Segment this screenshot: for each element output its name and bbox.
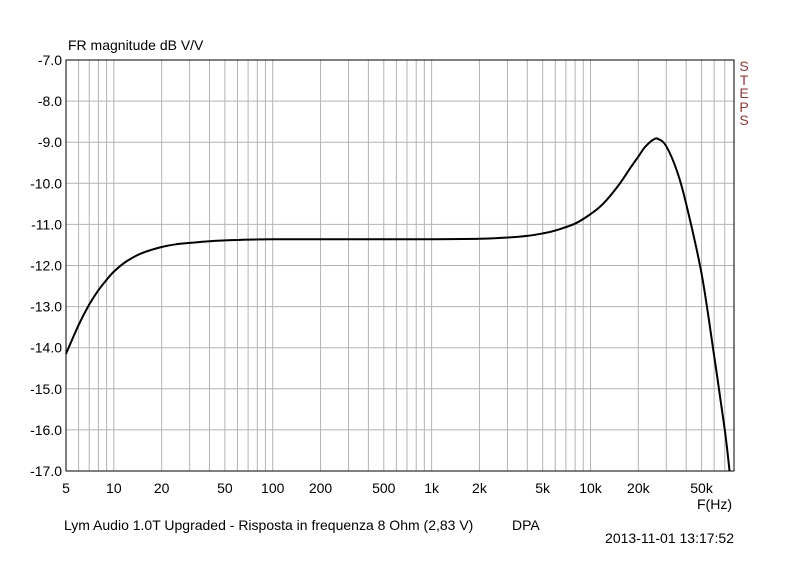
chart-caption: Lym Audio 1.0T Upgraded - Risposta in fr…	[64, 517, 474, 533]
x-tick-label: 50k	[690, 480, 714, 496]
x-tick-label: 1k	[424, 480, 440, 496]
x-tick-label: 10	[106, 480, 122, 496]
series-group	[65, 137, 731, 472]
x-axis-ticks: 5 10 20 50 100 200 500 1k 2k 5k 10k 20k 50k	[62, 480, 714, 496]
y-tick-label: -14.0	[30, 340, 62, 356]
y-axis-ticks: -7.0 -8.0 -9.0 -10.0 -11.0 -12.0 -13.0 -14.0 -15…	[30, 52, 62, 479]
grid	[66, 59, 734, 472]
y-tick-label: -8.0	[38, 93, 62, 109]
series-line	[65, 137, 731, 472]
y-tick-label: -9.0	[38, 134, 62, 150]
watermark: STEPS	[739, 58, 749, 128]
x-tick-label: 2k	[472, 480, 488, 496]
x-tick-label: 200	[309, 480, 333, 496]
brand-label: DPA	[512, 517, 540, 533]
y-tick-label: -13.0	[30, 299, 62, 315]
y-tick-label: -16.0	[30, 422, 62, 438]
x-tick-label: 5k	[535, 480, 551, 496]
x-tick-label: 500	[372, 480, 396, 496]
plot-frame	[65, 59, 735, 472]
x-tick-label: 20k	[627, 480, 651, 496]
y-tick-label: -7.0	[38, 52, 62, 68]
x-tick-label: 50	[217, 480, 233, 496]
timestamp: 2013-11-01 13:17:52	[605, 530, 734, 546]
x-tick-label: 20	[154, 480, 170, 496]
x-axis-label: F(Hz)	[697, 496, 732, 512]
y-tick-label: -17.0	[30, 463, 62, 479]
x-tick-label: 5	[62, 480, 70, 496]
y-tick-label: -11.0	[31, 216, 62, 232]
y-tick-label: -15.0	[30, 381, 62, 397]
y-axis-label: FR magnitude dB V/V	[68, 37, 204, 53]
x-tick-label: 100	[261, 480, 285, 496]
y-tick-label: -12.0	[30, 258, 62, 274]
x-tick-label: 10k	[579, 480, 603, 496]
y-tick-label: -10.0	[30, 175, 62, 191]
